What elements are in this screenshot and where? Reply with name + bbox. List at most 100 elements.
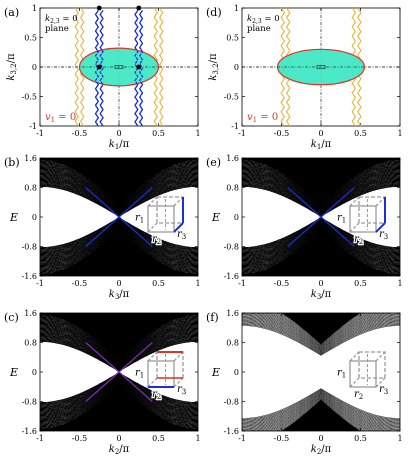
band-line	[40, 178, 198, 212]
panel-c-band-structure: -1 -0.5 0 0.5 11.60.80-0.8-1.6(c)r1r1r2r2r3r…	[4, 309, 201, 456]
band-fill	[40, 313, 198, 360]
band-line	[40, 378, 198, 413]
y-tick-label: 0.8	[226, 339, 239, 348]
band-line	[242, 175, 400, 210]
x-tick-label: 1	[195, 434, 200, 443]
y-tick-label: -0.8	[224, 398, 239, 407]
band-line	[40, 224, 198, 259]
edge-state	[287, 187, 355, 247]
band-line	[264, 398, 378, 431]
band-line	[40, 169, 198, 205]
band-line	[40, 171, 198, 207]
x-tick-label: 1	[195, 129, 200, 138]
cube-label-bg: r2	[354, 389, 363, 401]
x-tick-label: 1	[195, 279, 200, 288]
panel-tag: (f)	[206, 311, 219, 324]
band-line	[40, 382, 198, 417]
band-line	[242, 227, 400, 263]
x-tick-label: -1	[238, 279, 246, 288]
band-line	[40, 219, 198, 251]
band-line	[242, 396, 400, 431]
panel-tag: (d)	[206, 6, 222, 19]
y-tick-label: -1.6	[224, 272, 239, 281]
band-fill	[40, 229, 198, 276]
panel-tag: (b)	[4, 156, 20, 169]
band-line	[40, 329, 198, 364]
cube-label-bg: r1	[135, 212, 144, 224]
band-fill	[40, 384, 198, 431]
band-line	[242, 181, 400, 214]
band-line	[40, 380, 198, 416]
y-tick-label: 1	[32, 4, 37, 13]
band-line	[40, 330, 198, 365]
y-tick-label: 1	[234, 4, 239, 13]
band-line	[242, 224, 400, 259]
center-marker	[316, 65, 326, 69]
y-tick-label: -1.6	[22, 427, 37, 436]
cube-edge	[173, 196, 184, 207]
band-line	[40, 334, 198, 368]
axis-label: k3/π	[109, 289, 130, 301]
band-line	[251, 313, 391, 347]
band-line	[242, 177, 400, 211]
cube-label-bg: r3	[177, 229, 186, 241]
x-tick-label: 1	[397, 279, 402, 288]
axis-label: k2/π	[311, 444, 332, 456]
y-axis-label: k3,2/π	[6, 53, 18, 81]
band-line	[40, 223, 198, 258]
band-line	[242, 184, 400, 216]
band-line	[40, 185, 198, 217]
y-tick-label: -1.6	[22, 272, 37, 281]
cube-edge	[349, 377, 360, 388]
band-line	[242, 226, 400, 261]
cube-edge	[375, 377, 386, 388]
cube-label: r1	[135, 212, 144, 224]
edge-state	[85, 342, 153, 402]
band-fill	[242, 158, 400, 205]
band-line	[242, 319, 400, 352]
band-line	[242, 319, 400, 353]
band-line	[40, 221, 198, 255]
band-line	[40, 328, 198, 363]
band-line	[40, 331, 198, 366]
x-tick-label: -1	[238, 129, 246, 138]
y-tick-label: -0.8	[22, 243, 37, 252]
band-line	[40, 225, 198, 260]
band-line	[267, 399, 375, 431]
band-line	[40, 380, 198, 415]
band-line	[40, 375, 198, 408]
x-tick-label: -0.5	[274, 129, 289, 138]
band-line	[242, 221, 400, 255]
blue-nodal-line	[138, 10, 144, 127]
y-tick-label: 0	[234, 213, 239, 222]
band-line	[242, 180, 400, 213]
cube-label: r1	[337, 367, 346, 379]
band-line	[40, 219, 198, 252]
cube-edge	[375, 351, 386, 362]
center-marker	[114, 65, 124, 69]
band-line	[242, 223, 400, 258]
band-line	[40, 376, 198, 410]
band-lines	[40, 158, 198, 276]
panel-tag: (c)	[4, 311, 19, 324]
band-line	[242, 182, 400, 215]
band-line	[40, 226, 198, 261]
panel-f-band-structure: -1 -0.5 0 0.5 11.60.80-0.8-1.6(f)r1r1r2r2r3r…	[206, 309, 403, 456]
band-line	[40, 333, 198, 367]
band-line	[40, 220, 198, 253]
cube-edge	[173, 377, 184, 388]
band-line	[40, 327, 198, 362]
bond-highlight	[375, 222, 386, 233]
band-line	[242, 393, 400, 426]
band-line	[40, 174, 198, 209]
band-line	[242, 317, 400, 351]
y-axis-label: E	[9, 366, 18, 379]
x-tick-label: -1	[238, 434, 246, 443]
band-line	[242, 227, 400, 262]
cube-label: r2	[152, 389, 161, 401]
band-line	[40, 339, 198, 371]
cube-label-bg: r2	[152, 234, 161, 246]
band-line	[261, 398, 381, 431]
